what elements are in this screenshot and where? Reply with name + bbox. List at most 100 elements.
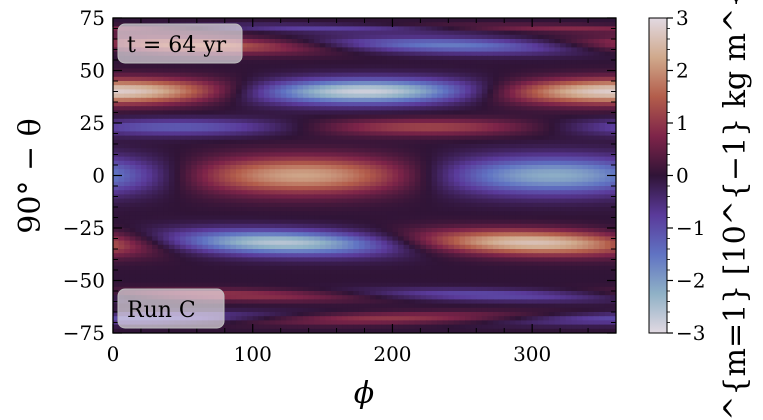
heatmap-cell (526, 215, 533, 221)
heatmap-cell (129, 93, 136, 99)
heatmap-cell (275, 169, 282, 174)
heatmap-cell (386, 186, 394, 191)
heatmap-cell (442, 244, 449, 250)
heatmap-cell (303, 55, 310, 61)
heatmap-cell (286, 114, 293, 120)
heatmap-cell (325, 244, 332, 250)
heatmap-cell (180, 68, 187, 74)
heatmap-cell (414, 186, 421, 191)
heatmap-cell (448, 148, 455, 153)
heatmap-cell (465, 194, 472, 200)
heatmap-cell (185, 244, 192, 250)
heatmap-cell (392, 26, 399, 32)
heatmap-cell (157, 135, 164, 141)
heatmap-cell (118, 64, 125, 69)
heatmap-cell (610, 85, 616, 90)
heatmap-cell (319, 97, 326, 103)
heatmap-cell (476, 26, 483, 32)
heatmap-cell (498, 64, 505, 69)
heatmap-cell (442, 34, 449, 40)
heatmap-cell (459, 26, 466, 32)
heatmap-cell (286, 26, 293, 32)
heatmap-cell (604, 118, 612, 124)
heatmap-cell (336, 64, 343, 69)
heatmap-cell (230, 72, 237, 78)
heatmap-cell (258, 89, 265, 95)
heatmap-cell (286, 139, 293, 145)
heatmap-cell (297, 207, 304, 212)
heatmap-cell (124, 131, 131, 137)
heatmap-cell (504, 194, 511, 200)
heatmap-cell (235, 236, 243, 242)
heatmap-cell (314, 123, 321, 128)
heatmap-cell (113, 51, 120, 57)
heatmap-cell (381, 26, 388, 32)
heatmap-cell (235, 144, 243, 149)
heatmap-cell (163, 123, 170, 128)
heatmap-cell (129, 215, 136, 221)
heatmap-cell (297, 160, 304, 166)
heatmap-cell (588, 72, 595, 78)
heatmap-cell (381, 93, 388, 99)
heatmap-cell (258, 219, 265, 225)
heatmap-cell (532, 127, 539, 132)
heatmap-cell (398, 198, 405, 204)
heatmap-cell (168, 240, 176, 246)
heatmap-cell (347, 131, 354, 137)
heatmap-cell (582, 198, 589, 204)
heatmap-cell (358, 135, 366, 141)
heatmap-cell (386, 139, 394, 145)
heatmap-cell (370, 240, 377, 246)
heatmap-cell (258, 148, 265, 153)
heatmap-cell (453, 93, 461, 99)
heatmap-cell (470, 34, 477, 40)
heatmap-cell (560, 169, 567, 174)
heatmap-cell (180, 114, 187, 120)
heatmap-cell (437, 72, 444, 78)
heatmap-cell (269, 106, 276, 111)
heatmap-cell (180, 232, 187, 237)
heatmap-cell (420, 123, 427, 128)
heatmap-cell (537, 160, 544, 166)
heatmap-cell (308, 181, 315, 187)
heatmap-cell (470, 202, 477, 208)
heatmap-cell (381, 211, 388, 216)
heatmap-cell (459, 93, 466, 99)
heatmap-cell (420, 131, 427, 137)
heatmap-cell (297, 186, 304, 191)
heatmap-cell (493, 139, 500, 145)
heatmap-cell (459, 165, 466, 170)
heatmap-cell (196, 169, 204, 174)
heatmap-cell (509, 85, 516, 90)
heatmap-cell (470, 97, 477, 103)
heatmap-cell (442, 64, 449, 69)
heatmap-cell (135, 244, 142, 250)
heatmap-cell (392, 97, 399, 103)
heatmap-cell (330, 47, 338, 53)
heatmap-cell (409, 198, 416, 204)
heatmap-cell (582, 93, 589, 99)
heatmap-cell (247, 228, 254, 233)
heatmap-cell (319, 60, 326, 65)
heatmap-cell (381, 152, 388, 158)
heatmap-cell (604, 106, 612, 111)
heatmap-cell (420, 102, 427, 107)
heatmap-cell (135, 156, 142, 162)
heatmap-cell (353, 232, 360, 237)
heatmap-cell (330, 223, 338, 229)
heatmap-cell (582, 131, 589, 137)
heatmap-cell (532, 236, 539, 242)
heatmap-cell (314, 43, 321, 48)
heatmap-cell (213, 144, 220, 149)
heatmap-cell (498, 148, 505, 153)
heatmap-cell (425, 169, 433, 174)
heatmap-cell (124, 18, 131, 23)
heatmap-cell (520, 236, 528, 242)
heatmap-cell (303, 244, 310, 250)
heatmap-cell (453, 211, 461, 216)
heatmap-cell (392, 127, 399, 132)
heatmap-cell (487, 131, 494, 137)
heatmap-cell (565, 244, 572, 250)
heatmap-cell (509, 26, 516, 32)
heatmap-cell (342, 190, 349, 195)
